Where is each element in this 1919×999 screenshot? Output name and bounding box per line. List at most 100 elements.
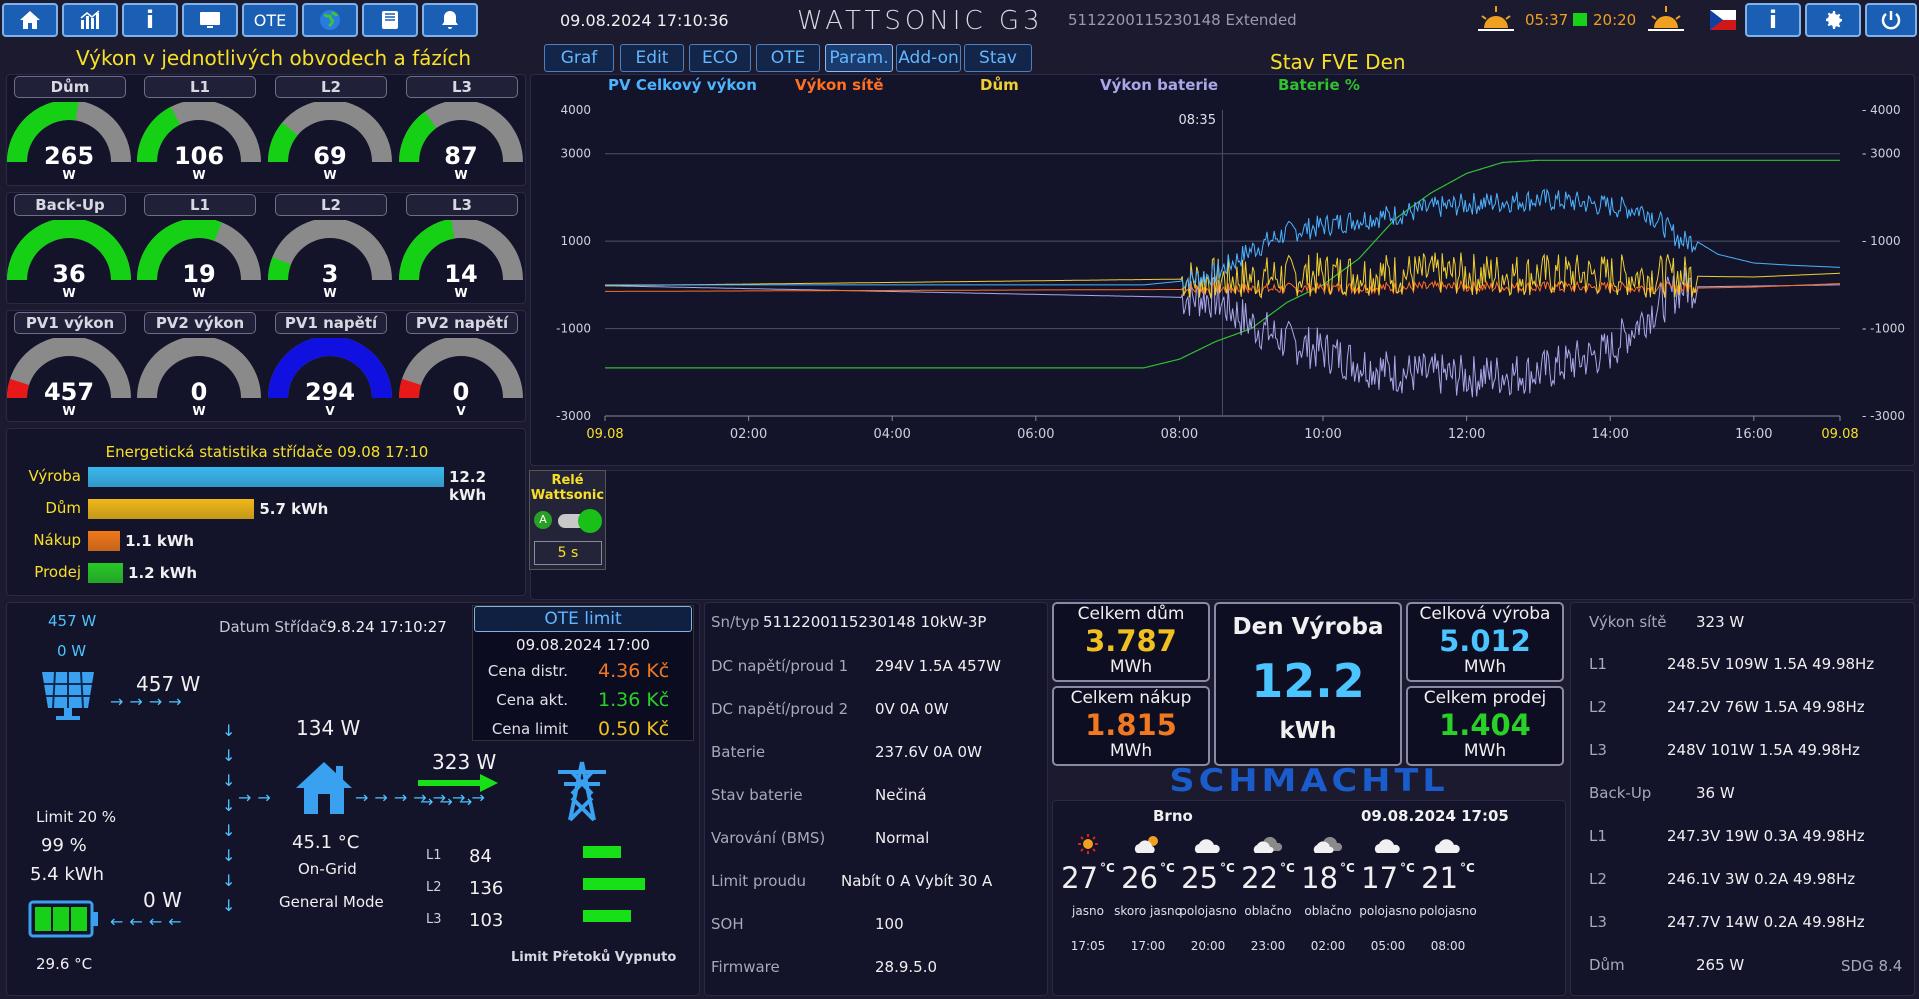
forecast-unit: °C	[1400, 861, 1415, 875]
flow-arrows-grid2: →→→	[420, 792, 479, 811]
energy-bar-1	[88, 499, 255, 519]
info-button[interactable]: i	[122, 3, 178, 37]
power-chart[interactable]: PV Celkový výkon Výkon sítě Dům Výkon bater…	[530, 74, 1915, 466]
x-tick: 09.08	[586, 427, 623, 442]
grid-value-2: 248V 101W 1.5A 49.98Hz	[1667, 741, 1860, 759]
gauge-title-row2-1: L1	[144, 194, 256, 216]
tile-buy-value: 1.815	[1085, 708, 1177, 742]
gauge-fill	[399, 378, 422, 399]
gauge-value: 457	[43, 378, 95, 406]
tile-day-production: Den Výroba 12.2 kWh	[1214, 602, 1402, 766]
power-button[interactable]	[1865, 3, 1917, 37]
forecast-unit: °C	[1280, 861, 1295, 875]
legend-3: Výkon baterie	[1100, 76, 1218, 94]
param-label-4: Varování (BMS)	[711, 829, 826, 847]
gauge-value: 87	[444, 142, 478, 170]
info-right-button[interactable]: i	[1745, 3, 1801, 37]
dark-cloud-icon	[1231, 833, 1305, 857]
version-label: SDG 8.4	[1841, 957, 1903, 975]
grid-power: 323 W	[432, 750, 497, 774]
forecast-desc: jasno	[1072, 904, 1104, 918]
tile-total-house: Celkem dům 3.787 MWh	[1052, 602, 1210, 682]
gauge-title-row2-2: L2	[275, 194, 387, 216]
work-mode: General Mode	[279, 893, 384, 911]
gauge-row2-3: 14 W	[398, 218, 524, 300]
x-tick: 02:00	[730, 427, 767, 442]
forecast-5: 17 °C polojasno 05:00	[1351, 833, 1425, 993]
tile-prod-label: Celková výroba	[1419, 604, 1551, 624]
ote-limit-button[interactable]: OTE limit	[474, 606, 692, 632]
tab-stav[interactable]: Stav	[964, 44, 1032, 72]
gauge-unit: W	[62, 404, 76, 418]
ote-value-1: 1.36 Kč	[598, 689, 670, 711]
limit-percent: Limit 20 %	[36, 808, 117, 826]
relay-interval[interactable]: 5 s	[534, 541, 602, 565]
tile-house-value: 3.787	[1085, 624, 1177, 658]
battery-kwh: 5.4 kWh	[30, 864, 104, 885]
flow-arrows-battery: ←←←←	[110, 912, 188, 931]
forecast-time: 05:00	[1370, 939, 1406, 953]
y-tick-right: - -3000	[1862, 409, 1905, 423]
tab-param[interactable]: Param.	[825, 44, 893, 72]
czech-flag-icon[interactable]	[1710, 10, 1736, 30]
ote-label-1: Cena akt.	[496, 691, 568, 709]
info-icon: i	[145, 6, 155, 34]
globe-icon	[320, 10, 340, 30]
energy-bar-3	[88, 563, 124, 583]
battery-temp: 29.6 °C	[36, 955, 93, 973]
globe-button[interactable]	[302, 3, 358, 37]
notifications-button[interactable]	[422, 3, 478, 37]
param-label-0: DC napětí/proud 1	[711, 657, 849, 675]
tile-sell-value: 1.404	[1439, 708, 1531, 742]
relay-area-panel	[530, 470, 1915, 600]
forecast-desc: polojasno	[1419, 904, 1477, 918]
gauge-fill	[137, 106, 181, 163]
chart-button[interactable]	[62, 3, 118, 37]
gauge-row2-0: 36 W	[6, 218, 132, 300]
tab-edit[interactable]: Edit	[620, 44, 684, 72]
y-tick-right: - 1000	[1862, 234, 1901, 248]
tab-ote[interactable]: OTE	[756, 44, 820, 72]
gauge-title-row3-1: PV2 výkon	[144, 312, 256, 334]
tile-prod-unit: MWh	[1463, 657, 1507, 677]
grid-label-2: L3	[1589, 741, 1607, 759]
grid-mode: On-Grid	[298, 860, 357, 878]
tab-addon[interactable]: Add-on	[896, 44, 961, 72]
grid-label-0: L1	[1589, 655, 1607, 673]
gauge-unit: W	[192, 286, 206, 300]
y-tick-left: 1000	[560, 234, 591, 248]
forecast-temp: 22	[1241, 861, 1279, 895]
cloud-icon	[1351, 833, 1425, 857]
x-tick: 09.08	[1821, 427, 1858, 442]
left-panel-title: Výkon v jednotlivých obvodech a fázích	[76, 46, 472, 70]
relay-toggle[interactable]	[558, 509, 602, 533]
ote-button[interactable]: OTE	[242, 3, 298, 37]
energy-value-3: 1.2 kWh	[128, 564, 198, 582]
datum-label: Datum Střídač	[219, 618, 328, 636]
battery-icon	[28, 900, 98, 938]
monitor-button[interactable]	[182, 3, 238, 37]
grid-value-1: 247.2V 76W 1.5A 49.98Hz	[1667, 698, 1865, 716]
settings-button[interactable]	[1805, 3, 1861, 37]
gauge-value: 69	[313, 142, 347, 170]
cloud-icon	[1171, 833, 1245, 857]
house-icon	[296, 762, 352, 814]
memory-button[interactable]	[362, 3, 418, 37]
tile-total-production: Celková výroba 5.012 MWh	[1406, 602, 1564, 682]
gauge-unit: V	[456, 404, 466, 418]
param-value-0: 294V 1.5A 457W	[875, 657, 1002, 675]
y-tick-left: 4000	[560, 103, 591, 117]
home-button[interactable]	[2, 3, 58, 37]
gauge-unit: W	[192, 404, 206, 418]
tile-buy-unit: MWh	[1109, 741, 1153, 761]
tab-eco[interactable]: ECO	[689, 44, 751, 72]
gauge-fill	[268, 257, 292, 281]
series-pv-total	[605, 188, 1841, 291]
x-tick: 10:00	[1304, 427, 1341, 442]
gauge-fill	[7, 100, 79, 163]
tile-day-unit: kWh	[1279, 718, 1337, 744]
gauge-fill	[7, 218, 131, 281]
datetime: 09.08.2024 17:10:36	[560, 11, 729, 30]
relay-title-1: Relé	[551, 473, 584, 488]
tab-graf[interactable]: Graf	[544, 44, 614, 72]
